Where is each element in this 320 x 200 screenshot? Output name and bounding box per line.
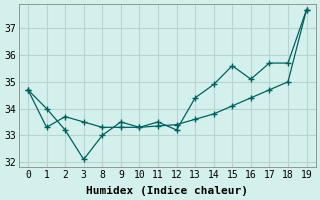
X-axis label: Humidex (Indice chaleur): Humidex (Indice chaleur) xyxy=(86,186,248,196)
